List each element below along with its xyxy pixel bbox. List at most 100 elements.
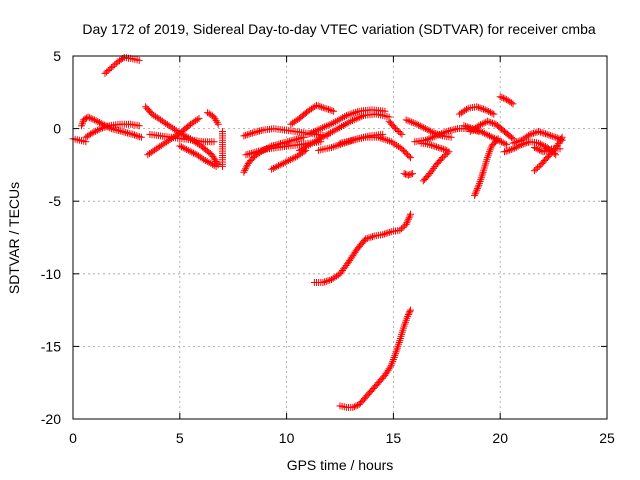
data-point bbox=[135, 56, 143, 64]
data-point bbox=[381, 107, 389, 115]
data-point bbox=[534, 164, 542, 172]
data-point bbox=[306, 140, 314, 148]
data-point bbox=[186, 147, 194, 155]
data-point bbox=[545, 131, 553, 139]
data-point bbox=[328, 144, 335, 151]
x-tick-label: 5 bbox=[176, 430, 184, 446]
data-point bbox=[472, 188, 480, 196]
data-point bbox=[269, 164, 277, 172]
data-point bbox=[107, 64, 115, 72]
data-point bbox=[413, 120, 421, 128]
data-point bbox=[404, 311, 412, 318]
data-point bbox=[447, 133, 455, 141]
data-point bbox=[380, 230, 388, 238]
data-point bbox=[538, 141, 546, 149]
data-point bbox=[323, 131, 331, 139]
data-point bbox=[285, 157, 293, 164]
data-point bbox=[319, 279, 327, 286]
data-point bbox=[415, 121, 423, 129]
data-point bbox=[402, 149, 410, 157]
data-point bbox=[334, 125, 342, 133]
data-point bbox=[288, 155, 296, 163]
data-point bbox=[99, 124, 106, 132]
data-point bbox=[405, 309, 413, 317]
data-point bbox=[477, 174, 485, 182]
data-point bbox=[378, 135, 386, 143]
axis-ticks bbox=[72, 55, 608, 420]
data-point bbox=[508, 134, 516, 142]
data-point bbox=[330, 107, 338, 115]
data-point bbox=[97, 125, 105, 133]
data-point bbox=[393, 126, 401, 134]
data-point bbox=[240, 168, 248, 176]
y-axis-label: SDTVAR / TECUs bbox=[6, 182, 22, 294]
data-point bbox=[109, 62, 117, 70]
data-point bbox=[212, 162, 220, 170]
data-point bbox=[406, 308, 414, 316]
data-point bbox=[407, 210, 414, 218]
data-point bbox=[434, 131, 442, 139]
data-point bbox=[90, 116, 98, 124]
data-point bbox=[426, 141, 434, 149]
data-point bbox=[523, 139, 531, 147]
data-point bbox=[478, 120, 486, 128]
data-point bbox=[547, 132, 555, 140]
data-point bbox=[498, 138, 505, 146]
data-point bbox=[306, 130, 314, 138]
data-point bbox=[427, 134, 435, 142]
data-point bbox=[490, 110, 498, 118]
data-point bbox=[540, 142, 548, 150]
data-point bbox=[462, 122, 470, 130]
data-point bbox=[420, 124, 428, 132]
data-point bbox=[503, 141, 511, 149]
data-point bbox=[369, 233, 376, 241]
data-point bbox=[92, 117, 100, 125]
data-point bbox=[176, 142, 184, 150]
data-point bbox=[507, 146, 515, 153]
data-point bbox=[367, 233, 375, 241]
data-point bbox=[312, 137, 320, 145]
data-series bbox=[69, 54, 566, 411]
data-point bbox=[352, 108, 360, 116]
data-point bbox=[210, 138, 218, 146]
data-point bbox=[437, 155, 445, 163]
data-point bbox=[87, 114, 95, 122]
data-point bbox=[314, 102, 322, 110]
data-point bbox=[363, 234, 371, 242]
data-point bbox=[386, 363, 394, 371]
data-point bbox=[328, 107, 336, 115]
data-point bbox=[352, 115, 360, 123]
data-point bbox=[405, 214, 413, 222]
data-point bbox=[542, 130, 549, 138]
data-point bbox=[111, 61, 119, 69]
data-point bbox=[465, 123, 473, 131]
data-point bbox=[439, 154, 446, 162]
data-point bbox=[281, 158, 289, 166]
data-point bbox=[398, 130, 406, 138]
data-point bbox=[89, 115, 97, 123]
data-point bbox=[90, 128, 98, 136]
data-point bbox=[421, 125, 429, 133]
data-point bbox=[488, 109, 496, 117]
data-point bbox=[540, 129, 548, 137]
data-point bbox=[339, 122, 347, 129]
data-point bbox=[104, 122, 112, 130]
data-point bbox=[342, 112, 350, 119]
data-point bbox=[243, 131, 251, 139]
data-point bbox=[181, 145, 189, 153]
data-point bbox=[528, 130, 536, 138]
data-point bbox=[210, 161, 218, 169]
data-point bbox=[484, 131, 492, 139]
data-point bbox=[485, 118, 493, 126]
data-point bbox=[514, 137, 522, 145]
data-point bbox=[406, 117, 414, 125]
data-point bbox=[214, 120, 222, 128]
data-point bbox=[486, 108, 494, 116]
data-point bbox=[430, 133, 438, 141]
data-point bbox=[245, 130, 253, 138]
data-point bbox=[477, 128, 485, 135]
data-point bbox=[438, 145, 446, 153]
data-point bbox=[336, 124, 344, 132]
data-point bbox=[535, 128, 543, 135]
data-point bbox=[275, 162, 282, 170]
